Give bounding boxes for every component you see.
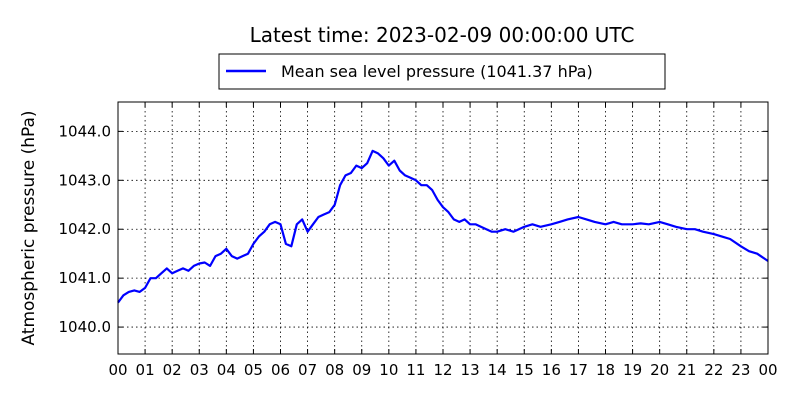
- y-tick-label: 1040.0: [59, 318, 112, 336]
- x-tick-label: 18: [596, 361, 615, 379]
- x-tick-label: 19: [623, 361, 642, 379]
- legend-box: [218, 53, 666, 90]
- plot-frame: [117, 101, 769, 355]
- x-tick-label: 15: [515, 361, 534, 379]
- chart-title: Latest time: 2023-02-09 00:00:00 UTC: [250, 23, 635, 47]
- x-tick-label: 03: [190, 361, 209, 379]
- x-tick-label: 20: [650, 361, 669, 379]
- x-tick-label: 12: [433, 361, 452, 379]
- x-tick-label: 17: [569, 361, 588, 379]
- x-tick-labels: 00 01 02 03 04 05 06 07 08 09 10 11 12 13 14 15 16 17 18 19…: [108, 361, 777, 379]
- legend-label: Mean sea level pressure (1041.37 hPa): [281, 62, 593, 81]
- x-tick-label: 07: [298, 361, 317, 379]
- x-tick-label: 08: [325, 361, 344, 379]
- x-tick-label: 16: [542, 361, 561, 379]
- y-tick-labels: 1040.0 1041.0 1042.0 1043.0 1044.0: [59, 122, 112, 336]
- x-tick-label: 00: [108, 361, 127, 379]
- y-tick-label: 1044.0: [59, 122, 112, 140]
- x-tick-label: 01: [136, 361, 155, 379]
- y-tick-label: 1042.0: [59, 220, 112, 238]
- series-line-mslp: [117, 149, 769, 304]
- x-tick-label: 11: [406, 361, 425, 379]
- x-tick-label: 10: [379, 361, 398, 379]
- x-tick-label: 05: [244, 361, 263, 379]
- y-tick-label: 1043.0: [59, 171, 112, 189]
- x-tick-label: 06: [271, 361, 290, 379]
- x-tick-label: 14: [488, 361, 507, 379]
- grid-lines: [118, 102, 768, 354]
- x-tick-label: 09: [352, 361, 371, 379]
- x-tick-label: 02: [163, 361, 182, 379]
- x-tick-label: 22: [704, 361, 723, 379]
- x-tick-label: 13: [461, 361, 480, 379]
- y-axis-label: Atmospheric pressure (hPa): [19, 110, 39, 345]
- x-tick-label: 04: [217, 361, 236, 379]
- legend: Mean sea level pressure (1041.37 hPa): [218, 53, 666, 90]
- x-tick-label: 23: [731, 361, 750, 379]
- y-tick-label: 1041.0: [59, 269, 112, 287]
- x-tick-label: 00: [758, 361, 777, 379]
- x-tick-label: 21: [677, 361, 696, 379]
